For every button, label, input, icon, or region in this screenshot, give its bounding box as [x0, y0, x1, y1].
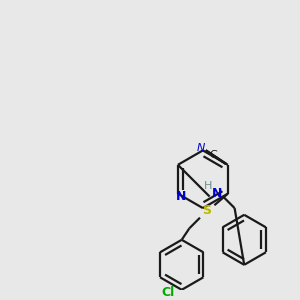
Text: N: N	[212, 187, 223, 200]
Text: C: C	[210, 150, 217, 160]
Text: S: S	[202, 205, 211, 218]
Text: Cl: Cl	[162, 286, 175, 299]
Text: N: N	[176, 190, 186, 203]
Text: N: N	[197, 142, 205, 152]
Text: H: H	[203, 181, 212, 191]
